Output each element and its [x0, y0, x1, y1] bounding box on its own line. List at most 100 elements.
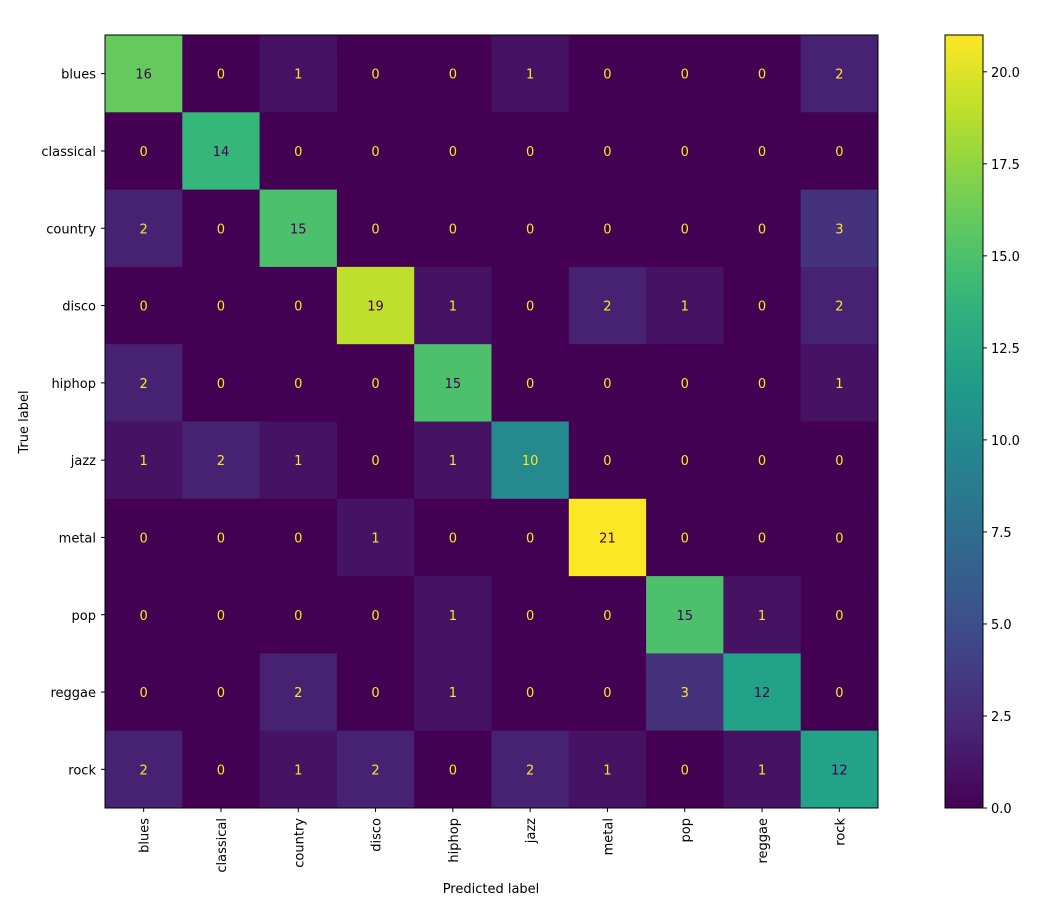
cell-value: 0 [371, 377, 379, 392]
colorbar [944, 34, 984, 809]
cell-value: 0 [835, 531, 843, 546]
heatmap-cell [800, 35, 879, 113]
cell-value: 10 [522, 454, 539, 469]
cell-value: 0 [603, 222, 611, 237]
heatmap-cell [491, 576, 570, 654]
heatmap-cell [568, 653, 647, 732]
y-tick-label: rock [68, 763, 96, 778]
cell-value: 1 [294, 763, 302, 778]
heatmap-cell [414, 35, 492, 113]
colorbar-tick-label: 0.0 [991, 802, 1012, 817]
cell-value: 2 [603, 300, 611, 315]
y-tick-label: pop [72, 609, 96, 624]
cell-value: 0 [449, 531, 457, 546]
cell-value: 2 [140, 377, 148, 392]
cell-value: 0 [140, 531, 148, 546]
cell-value: 0 [217, 686, 225, 701]
colorbar-tick-label: 20.0 [991, 66, 1020, 81]
cell-value: 0 [140, 686, 148, 701]
cell-value: 1 [371, 531, 379, 546]
y-ticks: blues classical country disco hiphop jazz meta… [41, 68, 105, 778]
cell-value: 0 [371, 454, 379, 469]
heatmap-cell [105, 189, 183, 268]
cell-value: 0 [140, 145, 148, 160]
heatmap-cell [491, 35, 570, 113]
heatmap-cell [105, 653, 183, 732]
heatmap-cell [259, 498, 338, 577]
y-tick-label: reggae [50, 686, 96, 701]
cell-value: 21 [599, 531, 616, 546]
cell-value: 14 [213, 145, 230, 160]
cell-value: 12 [754, 686, 771, 701]
cell-value: 12 [831, 763, 848, 778]
colorbar-tick-label: 2.5 [991, 710, 1012, 725]
heatmap-cell [182, 653, 261, 732]
cell-value: 2 [217, 454, 225, 469]
heatmap-cell [259, 730, 338, 809]
y-tick-label: country [46, 222, 96, 237]
cell-value: 0 [526, 531, 534, 546]
heatmap-cell [723, 344, 802, 422]
cell-value: 1 [835, 377, 843, 392]
cell-value: 0 [603, 145, 611, 160]
cell-value: 2 [294, 686, 302, 701]
cell-value: 0 [526, 377, 534, 392]
heatmap-cell [182, 730, 261, 809]
cell-value: 0 [758, 377, 766, 392]
heatmap-cell [414, 421, 492, 500]
cell-value: 1 [449, 454, 457, 469]
heatmap-cell [414, 498, 492, 577]
cell-labels: 16 0 1 0 0 1 0 0 0 20 14 0 0 0 0 0 0 0 02 0 15 0 0 0 0 0 0 30 0 0 19 1 0… [135, 68, 847, 779]
cell-value: 0 [371, 609, 379, 624]
cell-value: 0 [294, 145, 302, 160]
heatmap-cell [105, 576, 183, 654]
y-axis-label: True label [17, 390, 32, 454]
cell-value: 0 [449, 222, 457, 237]
heatmap-cell [723, 576, 802, 654]
cell-value: 0 [758, 68, 766, 83]
heatmap-cell [800, 266, 879, 345]
heatmap-cell [259, 344, 338, 422]
cell-value: 1 [758, 609, 766, 624]
heatmap-cell [568, 344, 647, 422]
cell-value: 0 [217, 377, 225, 392]
cell-value: 1 [294, 454, 302, 469]
heatmap-cell [336, 421, 415, 500]
cell-value: 15 [290, 222, 307, 237]
cell-value: 2 [835, 300, 843, 315]
cell-value: 0 [526, 300, 534, 315]
heatmap-cell [800, 189, 879, 268]
cell-value: 0 [681, 763, 689, 778]
cell-value: 0 [217, 763, 225, 778]
heatmap-cell [723, 498, 802, 577]
heatmap-cell [336, 344, 415, 422]
heatmap-cell [491, 498, 570, 577]
cell-value: 0 [603, 609, 611, 624]
heatmap-cell [723, 35, 802, 113]
cell-value: 0 [217, 300, 225, 315]
cell-value: 0 [371, 145, 379, 160]
heatmap-cell [105, 35, 183, 113]
cell-value: 2 [140, 222, 148, 237]
cell-value: 0 [603, 68, 611, 83]
heatmap-cell [491, 266, 570, 345]
x-tick-label: disco [370, 818, 385, 852]
heatmap-cell [336, 576, 415, 654]
colorbar-tick-label: 15.0 [991, 250, 1020, 265]
heatmap-cell [646, 653, 724, 732]
heatmap-cell [182, 266, 261, 345]
cell-value: 1 [449, 300, 457, 315]
cell-value: 0 [526, 222, 534, 237]
heatmap-cell [491, 730, 570, 809]
cell-value: 0 [681, 377, 689, 392]
heatmap-cell [646, 576, 724, 654]
heatmap-cell [723, 112, 802, 191]
heatmap-cell [723, 653, 802, 732]
heatmap-cell [182, 498, 261, 577]
cell-value: 0 [217, 531, 225, 546]
heatmap-cell [568, 112, 647, 191]
cell-value: 16 [135, 68, 152, 83]
heatmap-cell [414, 112, 492, 191]
heatmap-cell [182, 576, 261, 654]
x-tick-label: rock [833, 818, 848, 846]
